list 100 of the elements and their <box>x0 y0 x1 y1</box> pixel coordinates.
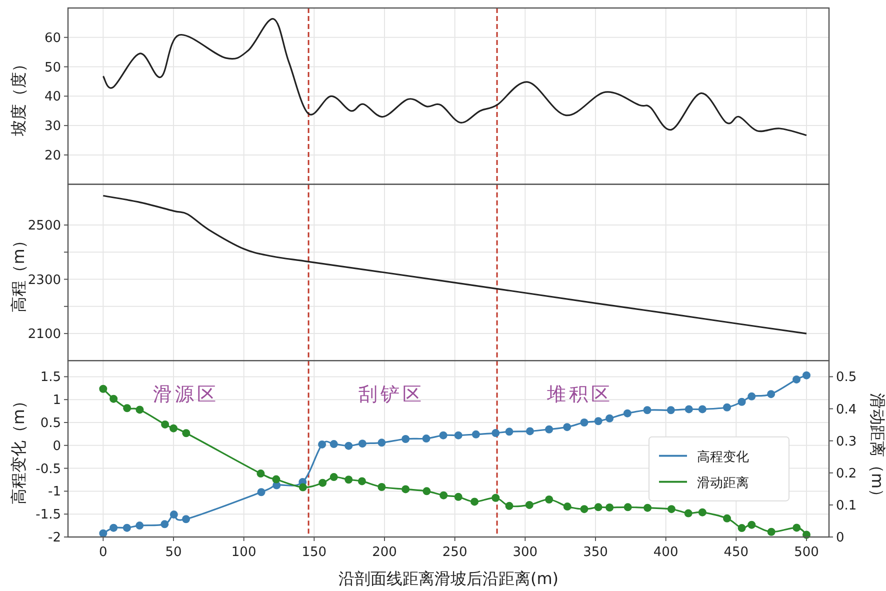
y-tick-label: 0.5 <box>40 416 61 431</box>
point <box>792 524 801 532</box>
point <box>422 487 431 496</box>
x-tick-label: 50 <box>165 545 182 560</box>
point <box>594 503 602 512</box>
y2-tick-label: 0.4 <box>836 402 857 418</box>
point <box>723 514 732 522</box>
point <box>378 438 386 447</box>
point <box>505 428 514 436</box>
point <box>257 488 266 496</box>
point <box>454 492 462 501</box>
point <box>99 529 108 538</box>
y-tick-label: -0.5 <box>36 462 61 477</box>
y-tick-label: -1.5 <box>36 508 61 523</box>
y2-tick-label: 0.3 <box>836 434 857 450</box>
point <box>767 390 776 398</box>
point <box>594 417 602 426</box>
legend-label: 滑动距离 <box>697 474 749 491</box>
point <box>472 430 480 438</box>
point <box>318 478 327 487</box>
annotation: 堆积区 <box>546 384 614 406</box>
point <box>666 406 675 414</box>
point <box>580 418 588 426</box>
y-tick-label: -1 <box>48 484 61 500</box>
point <box>667 505 676 514</box>
point <box>402 434 410 443</box>
point <box>110 524 118 532</box>
y-tick-label: 2300 <box>28 272 61 288</box>
y-tick-label: 40 <box>44 90 61 105</box>
x-tick-label: 150 <box>302 545 327 560</box>
point <box>298 483 307 492</box>
point <box>378 482 386 491</box>
y-tick-label: 20 <box>44 148 61 164</box>
point <box>182 429 190 438</box>
y2-tick-label: 0.1 <box>836 498 857 514</box>
point <box>344 476 353 484</box>
point <box>136 406 144 414</box>
x-tick-label: 350 <box>583 545 608 560</box>
annotation: 滑源区 <box>153 384 220 406</box>
point <box>698 405 706 414</box>
point <box>606 504 614 512</box>
point <box>402 485 410 494</box>
y-tick-label: 30 <box>44 119 61 134</box>
point <box>643 406 652 414</box>
point <box>344 442 353 450</box>
point <box>748 392 756 400</box>
point <box>723 403 732 412</box>
point <box>748 520 756 529</box>
y-tick-label: -2 <box>48 530 61 546</box>
x-tick-label: 100 <box>231 545 256 560</box>
point <box>110 394 118 403</box>
x-tick-label: 500 <box>794 545 819 560</box>
point <box>182 515 190 524</box>
point <box>170 510 178 519</box>
y-axis-title: 高程（m） <box>9 232 28 312</box>
point <box>526 427 534 436</box>
legend-label: 高程变化 <box>697 448 749 465</box>
y2-tick-label: 0.5 <box>836 370 857 386</box>
point <box>644 504 652 512</box>
point <box>698 508 706 516</box>
x-tick-label: 200 <box>372 545 397 560</box>
point <box>767 528 776 536</box>
point <box>606 414 614 422</box>
point <box>318 440 326 448</box>
point <box>802 371 810 380</box>
x-tick-label: 400 <box>653 545 678 560</box>
x-tick-label: 300 <box>512 545 538 560</box>
point <box>563 423 572 432</box>
point <box>792 375 801 384</box>
point <box>358 477 366 486</box>
x-axis-title: 沿剖面线距离滑坡后沿距离(m) <box>338 569 559 588</box>
point <box>358 440 366 448</box>
point <box>505 502 514 510</box>
point <box>123 404 132 412</box>
point <box>440 491 448 500</box>
point <box>580 505 588 514</box>
y-tick-label: 1.5 <box>40 370 61 386</box>
annotation: 刮铲区 <box>358 384 425 406</box>
point <box>330 473 338 482</box>
y-tick-label: 50 <box>44 60 61 76</box>
x-tick-label: 250 <box>442 545 468 560</box>
point <box>492 494 500 502</box>
point <box>160 520 169 528</box>
line-series <box>102 194 808 334</box>
y-tick-label: 60 <box>44 30 61 46</box>
point <box>623 409 632 418</box>
y-tick-label: 2100 <box>28 327 61 342</box>
line-series <box>102 18 808 136</box>
point <box>136 522 144 530</box>
y2-tick-label: 0.2 <box>836 466 857 482</box>
point <box>545 425 554 434</box>
point <box>738 398 746 406</box>
point <box>492 429 500 438</box>
point <box>256 470 265 478</box>
point <box>272 475 280 484</box>
y-axis-title: 高程变化（m） <box>9 393 28 505</box>
point <box>525 500 534 509</box>
point <box>738 524 746 532</box>
y2-axis-title: 滑动距离（m） <box>868 393 886 505</box>
point <box>439 431 448 440</box>
